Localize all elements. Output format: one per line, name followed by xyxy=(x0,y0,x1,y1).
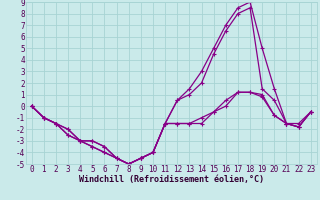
X-axis label: Windchill (Refroidissement éolien,°C): Windchill (Refroidissement éolien,°C) xyxy=(79,175,264,184)
